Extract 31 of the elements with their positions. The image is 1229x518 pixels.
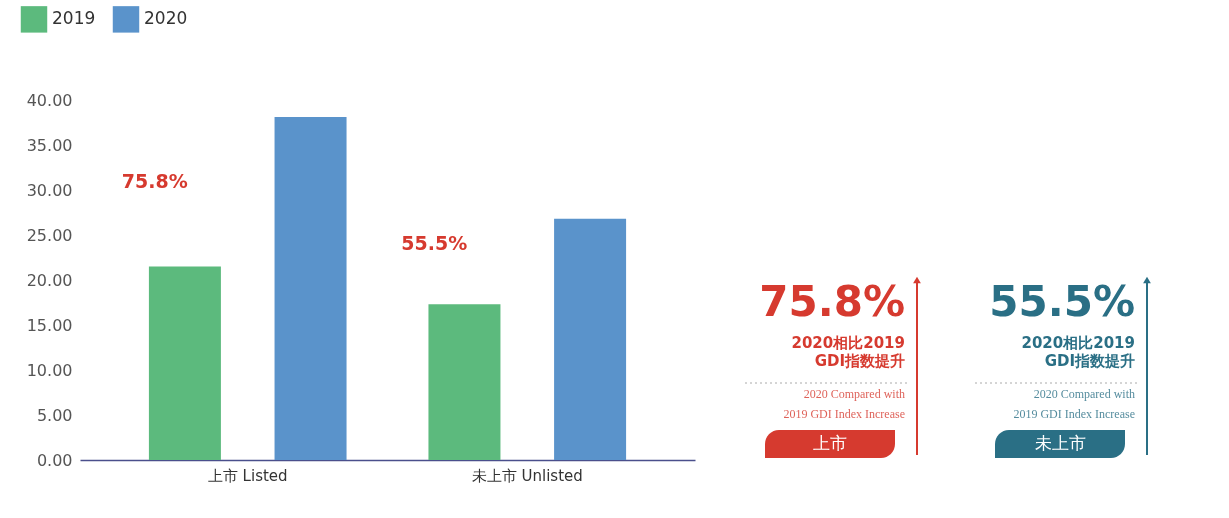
- y-tick-label: 35.00: [26, 135, 73, 155]
- x-tick-label: 上市 Listed: [207, 466, 288, 485]
- y-tick-label: 25.00: [26, 225, 73, 245]
- text: 55.5%: [989, 277, 1135, 326]
- bar: [554, 218, 627, 460]
- y-tick-label: 40.00: [26, 90, 73, 110]
- annotation: 75.8%: [121, 170, 188, 192]
- text: 2019 GDI Index Increase: [1013, 407, 1135, 421]
- y-tick-label: 0.00: [36, 450, 73, 470]
- text: 75.8%: [759, 277, 905, 326]
- y-tick-label: 20.00: [26, 270, 73, 290]
- bar: [148, 266, 221, 460]
- text: 上市: [813, 433, 847, 453]
- y-tick-label: 5.00: [36, 405, 73, 425]
- legend-label: 2019: [52, 8, 96, 29]
- text: 2020相比2019: [1021, 334, 1135, 352]
- y-tick-label: 30.00: [26, 180, 73, 200]
- text: 2020 Compared with: [803, 387, 905, 401]
- text: GDI指数提升: [1044, 352, 1135, 370]
- legend-label: 2020: [144, 8, 188, 29]
- text: 未上市: [1034, 433, 1086, 453]
- bar: [274, 117, 347, 460]
- text: 2019 GDI Index Increase: [783, 407, 905, 421]
- text: GDI指数提升: [814, 352, 905, 370]
- y-tick-label: 10.00: [26, 360, 73, 380]
- y-tick-label: 15.00: [26, 315, 73, 335]
- bar: [428, 304, 501, 460]
- text: 2020 Compared with: [1033, 387, 1135, 401]
- annotation: 55.5%: [401, 232, 468, 254]
- text: 2020相比2019: [791, 334, 905, 352]
- x-tick-label: 未上市 Unlisted: [471, 466, 583, 485]
